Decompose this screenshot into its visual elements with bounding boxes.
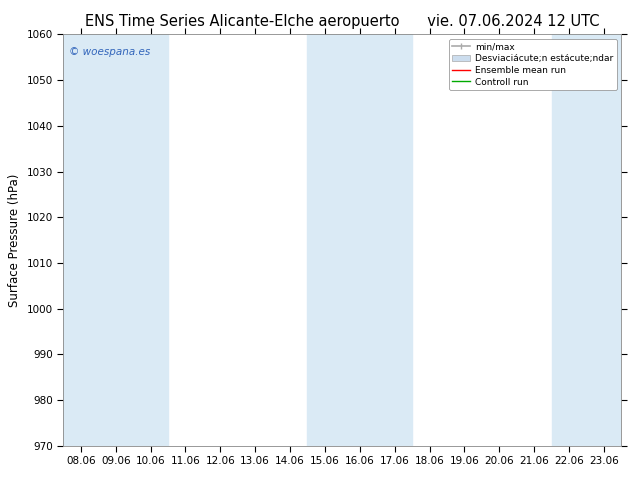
Text: © woespana.es: © woespana.es — [69, 47, 150, 57]
Y-axis label: Surface Pressure (hPa): Surface Pressure (hPa) — [8, 173, 21, 307]
Bar — [552, 34, 621, 446]
Bar — [307, 34, 412, 446]
Legend: min/max, Desviaciácute;n estácute;ndar, Ensemble mean run, Controll run: min/max, Desviaciácute;n estácute;ndar, … — [449, 39, 617, 90]
Title: ENS Time Series Alicante-Elche aeropuerto      vie. 07.06.2024 12 UTC: ENS Time Series Alicante-Elche aeropuert… — [85, 14, 600, 29]
Bar — [63, 34, 168, 446]
